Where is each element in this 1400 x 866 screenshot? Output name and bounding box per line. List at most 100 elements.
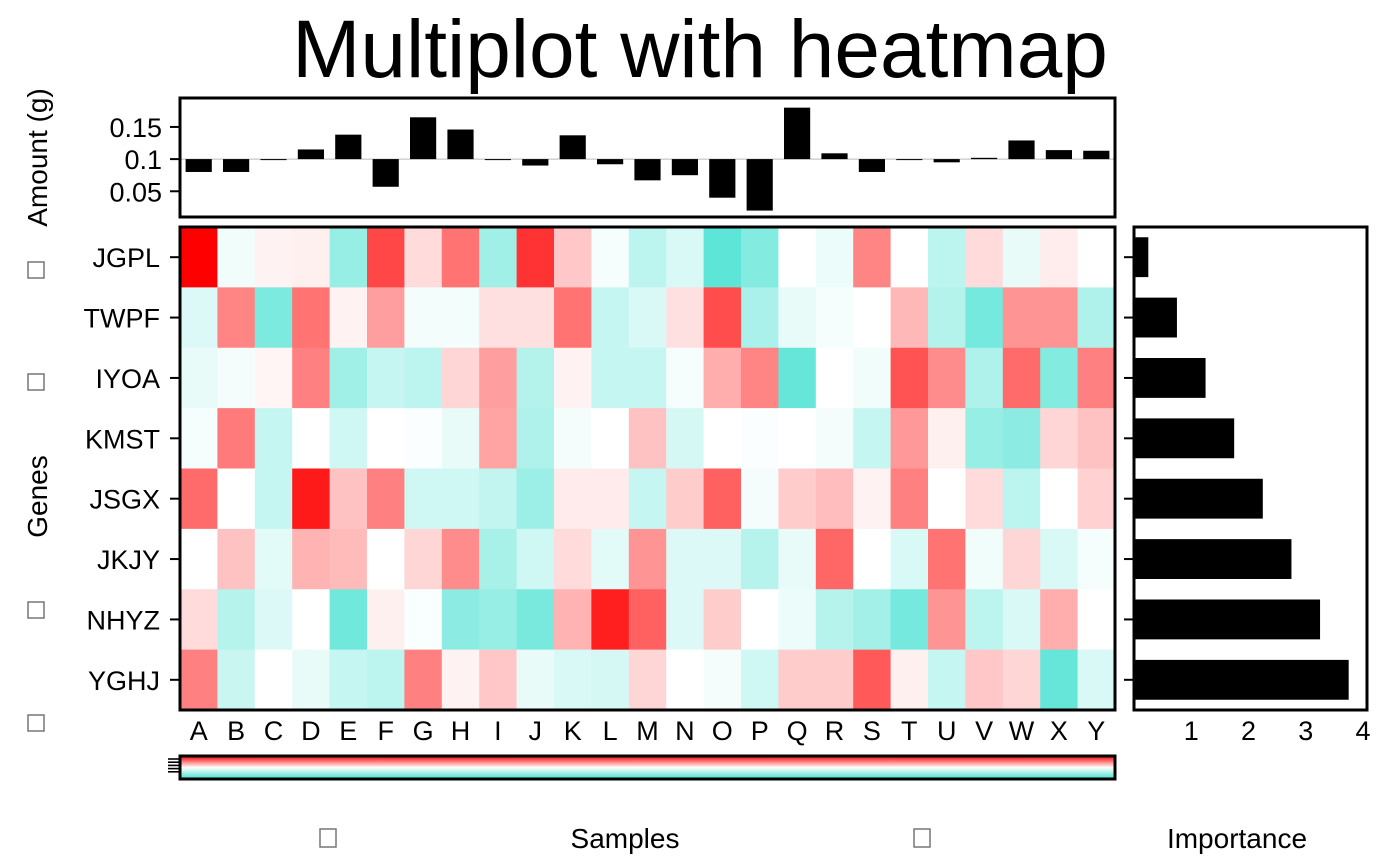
sample-label-w: W (1009, 716, 1035, 746)
heatmap-cell-iyoa-a (180, 347, 218, 409)
heatmap-cell-nhyz-a (180, 589, 218, 651)
heatmap-cell-yghj-g (404, 649, 443, 711)
heatmap-cell-jgpl-q (778, 227, 817, 288)
sample-label-n: N (675, 716, 695, 746)
heatmap-cell-nhyz-q (778, 589, 817, 651)
heatmap-cell-jgpl-i (479, 227, 518, 288)
sample-label-j: J (529, 716, 543, 746)
amount-bar-s (858, 159, 885, 172)
sample-label-l: L (603, 716, 618, 746)
heatmap-cell-jsgx-c (254, 468, 293, 530)
heatmap-cell-twpf-i (479, 287, 518, 349)
heatmap-cell-yghj-n (666, 649, 705, 711)
heatmap-cell-twpf-k (554, 287, 592, 349)
heatmap-cell-jkjy-e (329, 528, 368, 590)
heatmap-cell-kmst-y (1077, 408, 1116, 470)
genes-axis-label: Genes (22, 455, 53, 538)
sample-label-o: O (712, 716, 733, 746)
heatmap-cell-jgpl-m (628, 227, 667, 288)
heatmap-cell-iyoa-n (666, 347, 705, 409)
heatmap-cell-jkjy-g (404, 528, 443, 590)
color-key-bar (178, 754, 1117, 781)
heatmap-cell-iyoa-h (441, 347, 480, 409)
heatmap-cell-yghj-x (1040, 649, 1079, 711)
heatmap-cell-yghj-f (367, 649, 405, 711)
heatmap-cell-nhyz-m (628, 589, 667, 651)
importance-bar-kmst (1134, 418, 1235, 459)
heatmap-cell-nhyz-b (217, 589, 256, 651)
y-tick-label: 0.1 (124, 145, 162, 175)
heatmap-cell-kmst-l (591, 408, 630, 470)
heatmap-cell-jgpl-f (367, 227, 405, 288)
heatmap-cell-nhyz-n (666, 589, 705, 651)
heatmap-cell-jkjy-y (1077, 528, 1116, 590)
importance-bar-nhyz (1134, 599, 1321, 640)
heatmap-cell-jsgx-y (1077, 468, 1116, 530)
heatmap-cell-jgpl-v (965, 227, 1004, 288)
heatmap-cell-jsgx-f (367, 468, 405, 530)
heatmap-cell-kmst-w (1002, 408, 1041, 470)
heatmap-cell-jgpl-k (554, 227, 592, 288)
amount-bar-x (1045, 150, 1072, 160)
heatmap-cell-jkjy-k (554, 528, 592, 590)
heatmap-cell-yghj-j (516, 649, 555, 711)
missing-glyph-boxes (27, 261, 931, 848)
heatmap-cell-jkjy-f (367, 528, 405, 590)
heatmap-cell-iyoa-g (404, 347, 443, 409)
sample-label-i: I (494, 716, 502, 746)
sample-label-y: Y (1087, 716, 1105, 746)
heatmap-cell-jsgx-w (1002, 468, 1041, 530)
heatmap-cell-twpf-t (890, 287, 929, 349)
heatmap-cell-jgpl-g (404, 227, 443, 288)
importance-bar-iyoa (1134, 358, 1206, 398)
heatmap-cell-iyoa-m (628, 347, 667, 409)
missing-glyph-icon (913, 828, 931, 848)
heatmap-cell-twpf-u (928, 287, 966, 349)
heatmap-cell-iyoa-w (1002, 347, 1041, 409)
amount-bar-panel: 0.050.10.15 (109, 96, 1117, 219)
amount-bar-v (971, 157, 998, 160)
heatmap-cell-nhyz-v (965, 589, 1004, 651)
heatmap-cell-twpf-m (628, 287, 667, 349)
heatmap-cell-nhyz-f (367, 589, 405, 651)
heatmap-cell-jsgx-m (628, 468, 667, 530)
heatmap-cell-twpf-c (254, 287, 293, 349)
heatmap-cell-kmst-f (367, 408, 405, 470)
heatmap-cell-kmst-u (928, 408, 966, 470)
amount-bar-r (821, 153, 848, 160)
heatmap-cell-yghj-l (591, 649, 630, 711)
heatmap-cell-jkjy-w (1002, 528, 1041, 590)
heatmap-cell-jkjy-a (180, 528, 218, 590)
sample-label-d: D (301, 716, 321, 746)
heatmap-cell-iyoa-e (329, 347, 368, 409)
amount-bar-n (671, 159, 698, 176)
heatmap-cell-iyoa-r (815, 347, 854, 409)
heatmap-cell-jsgx-x (1040, 468, 1079, 530)
heatmap-cell-jkjy-h (441, 528, 480, 590)
importance-x-tick-label: 4 (1355, 716, 1370, 746)
importance-x-tick-label: 3 (1298, 716, 1313, 746)
gene-label-iyoa: IYOA (95, 364, 160, 394)
heatmap-cell-jsgx-p (741, 468, 779, 530)
heatmap-cell-iyoa-l (591, 347, 630, 409)
heatmap-cell-twpf-v (965, 287, 1004, 349)
heatmap-cell-yghj-w (1002, 649, 1041, 711)
amount-bar-q (784, 107, 811, 160)
heatmap-cell-jsgx-u (928, 468, 966, 530)
heatmap-cell-jkjy-m (628, 528, 667, 590)
heatmap-frame (178, 225, 1117, 712)
heatmap-cell-nhyz-o (703, 589, 742, 651)
heatmap-cell-jgpl-l (591, 227, 630, 288)
heatmap-cell-twpf-p (741, 287, 779, 349)
heatmap-cell-jgpl-w (1002, 227, 1041, 288)
heatmap-cell-yghj-r (815, 649, 854, 711)
heatmap-cell-twpf-g (404, 287, 443, 349)
heatmap-cell-yghj-q (778, 649, 817, 711)
heatmap-cell-jgpl-d (292, 227, 331, 288)
samples-axis-label: Samples (571, 823, 680, 854)
amount-bar-y (1083, 150, 1110, 160)
y-tick-label: 0.05 (109, 177, 162, 207)
heatmap-cell-nhyz-s (853, 589, 892, 651)
heatmap-cell-yghj-e (329, 649, 368, 711)
